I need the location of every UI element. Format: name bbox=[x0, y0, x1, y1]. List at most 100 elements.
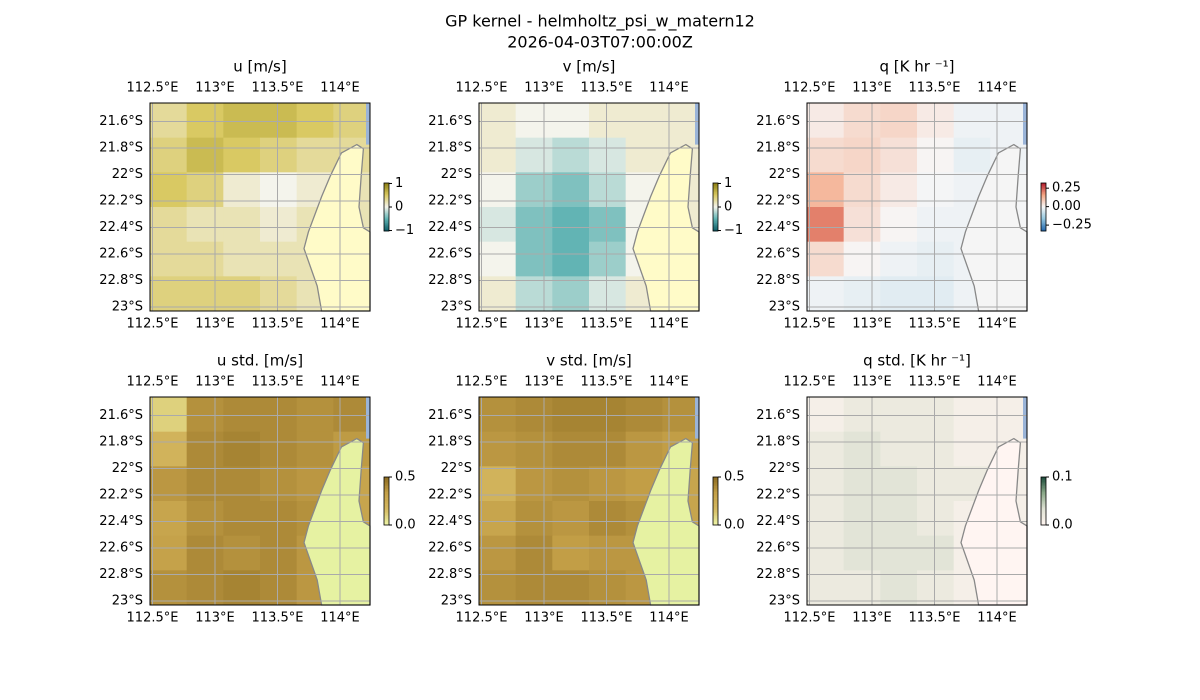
colorbar-segment bbox=[713, 201, 718, 203]
panel-title: q std. [K hr ⁻¹] bbox=[863, 352, 971, 370]
heatmap-cell bbox=[515, 397, 553, 433]
heatmap-cell bbox=[515, 137, 553, 173]
colorbar-segment bbox=[1041, 503, 1046, 505]
x-tick-label: 113°E bbox=[852, 317, 892, 332]
heatmap-cell bbox=[552, 172, 590, 208]
colorbar-segment bbox=[384, 499, 389, 502]
heatmap-cell bbox=[625, 103, 663, 139]
heatmap-cell bbox=[150, 466, 188, 502]
heatmap-cell bbox=[990, 397, 1028, 433]
colorbar-segment bbox=[384, 511, 389, 514]
heatmap-cell bbox=[807, 431, 845, 467]
x-tick-label: 112.5°E bbox=[784, 611, 836, 626]
colorbar-segment bbox=[384, 486, 389, 489]
colorbar-segment bbox=[384, 520, 389, 522]
colorbar-segment bbox=[713, 204, 718, 207]
heatmap-cell bbox=[260, 103, 298, 139]
colorbar-segment bbox=[384, 183, 389, 185]
colorbar-segment bbox=[1041, 515, 1046, 517]
x-tick-label-top: 113°E bbox=[852, 375, 892, 390]
heatmap-cell bbox=[589, 207, 627, 243]
colorbar-segment bbox=[713, 226, 718, 228]
colorbar-segment bbox=[713, 222, 718, 225]
colorbar-segment bbox=[384, 221, 389, 223]
x-tick-label: 112.5°E bbox=[456, 317, 508, 332]
panel: u std. [m/s] 112.5°E 112.5°E 113°E 113°E 113.… bbox=[99, 352, 415, 626]
colorbar-tick-label: 0.5 bbox=[724, 470, 745, 485]
colorbar-segment bbox=[713, 503, 718, 505]
colorbar-segment bbox=[1041, 513, 1046, 515]
heatmap-cell bbox=[260, 137, 298, 173]
colorbar-segment bbox=[384, 190, 389, 192]
colorbar-segment bbox=[713, 511, 718, 514]
colorbar-segment bbox=[1041, 184, 1046, 186]
colorbar-segment bbox=[384, 519, 389, 521]
ocean-edge bbox=[1023, 103, 1027, 145]
colorbar-segment bbox=[1041, 516, 1046, 519]
colorbar-segment bbox=[713, 481, 718, 484]
x-tick-label: 112.5°E bbox=[456, 611, 508, 626]
heatmap-cell bbox=[589, 466, 627, 502]
colorbar-segment bbox=[1041, 514, 1046, 516]
colorbar-segment bbox=[384, 205, 389, 208]
heatmap-cell bbox=[223, 466, 261, 502]
heatmap-cell bbox=[917, 501, 955, 537]
colorbar-segment bbox=[1041, 202, 1046, 204]
x-tick-label: 113°E bbox=[852, 611, 892, 626]
panel-title: v [m/s] bbox=[563, 58, 616, 76]
colorbar-segment bbox=[384, 507, 389, 509]
heatmap-cell bbox=[807, 501, 845, 537]
y-tick-label: 22.2°S bbox=[99, 488, 143, 503]
colorbar-segment bbox=[384, 501, 389, 503]
x-tick-label-top: 113.5°E bbox=[909, 375, 961, 390]
heatmap-cell bbox=[260, 397, 298, 433]
x-tick-label: 114°E bbox=[320, 317, 360, 332]
y-tick-label: 23°S bbox=[441, 300, 472, 315]
heatmap-cell bbox=[296, 397, 334, 433]
panel-title: u std. [m/s] bbox=[217, 352, 303, 370]
heatmap-cell bbox=[479, 397, 517, 433]
colorbar-segment bbox=[384, 208, 389, 210]
colorbar-segment bbox=[1041, 477, 1046, 479]
y-tick-label: 22.4°S bbox=[99, 220, 143, 235]
heatmap-cell bbox=[515, 466, 553, 502]
x-tick-label-top: 113.5°E bbox=[252, 375, 304, 390]
colorbar-segment bbox=[713, 479, 718, 481]
y-tick-label: 22°S bbox=[112, 461, 143, 476]
heatmap-cell bbox=[150, 137, 188, 173]
colorbar-segment bbox=[713, 199, 718, 202]
panel-frame bbox=[149, 396, 371, 606]
colorbar-segment bbox=[384, 478, 389, 480]
x-tick-label: 113.5°E bbox=[581, 611, 633, 626]
colorbar-segment bbox=[1041, 205, 1046, 208]
colorbar-segment bbox=[384, 217, 389, 220]
colorbar-segment bbox=[1041, 213, 1046, 215]
heatmap-cell bbox=[150, 397, 188, 433]
colorbar-segment bbox=[1041, 509, 1046, 511]
colorbar-tick-label: 1 bbox=[395, 176, 403, 191]
colorbar-segment bbox=[713, 219, 718, 221]
x-tick-label: 113.5°E bbox=[252, 611, 304, 626]
colorbar-segment bbox=[713, 477, 718, 479]
x-tick-label: 113°E bbox=[524, 611, 564, 626]
y-tick-label: 23°S bbox=[441, 594, 472, 609]
y-tick-label: 22.4°S bbox=[756, 514, 800, 529]
colorbar-segment bbox=[713, 485, 718, 487]
heatmap-cell bbox=[589, 137, 627, 173]
colorbar-segment bbox=[713, 198, 718, 201]
colorbar-segment bbox=[713, 216, 718, 219]
y-tick-label: 22.8°S bbox=[99, 567, 143, 582]
x-tick-label-top: 112.5°E bbox=[127, 81, 179, 96]
heatmap-cell bbox=[953, 431, 991, 467]
heatmap-cell bbox=[953, 397, 991, 433]
colorbar-segment bbox=[384, 485, 389, 487]
colorbar-segment bbox=[713, 195, 718, 197]
colorbar-segment bbox=[713, 483, 718, 485]
y-tick-label: 21.8°S bbox=[756, 435, 800, 450]
heatmap-cell bbox=[552, 241, 590, 277]
colorbar-segment bbox=[1041, 496, 1046, 498]
colorbar-segment bbox=[384, 195, 389, 197]
heatmap-cell bbox=[333, 103, 371, 139]
colorbar-segment bbox=[1041, 481, 1046, 484]
heatmap-cell bbox=[880, 466, 918, 502]
